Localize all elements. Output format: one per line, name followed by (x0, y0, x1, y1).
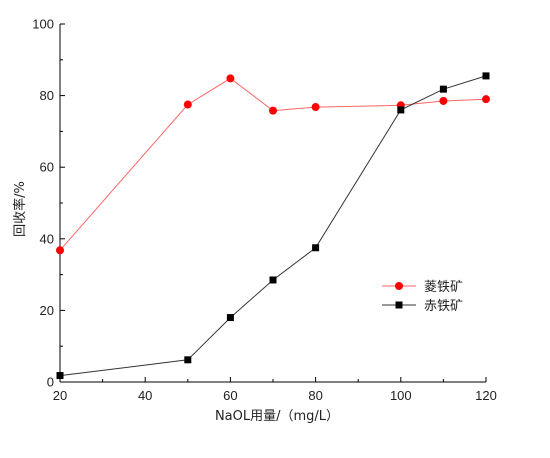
x-tick-label: 100 (390, 388, 412, 403)
y-ticks: 0 20 40 60 80 100 (32, 17, 65, 390)
data-point-series-1 (269, 106, 277, 115)
series-layer (56, 72, 490, 380)
legend: 菱铁矿 赤铁矿 (382, 280, 463, 314)
x-tick-label: 40 (138, 388, 152, 403)
data-point-series-2 (312, 244, 320, 252)
y-tick-label: 20 (40, 303, 54, 318)
data-point-series-2 (397, 106, 405, 114)
y-tick-label: 40 (40, 231, 54, 246)
y-axis-title: 回收率/% (12, 181, 28, 237)
legend-marker-square (395, 301, 403, 309)
y-tick-label: 60 (40, 160, 54, 175)
data-point-series-1 (439, 96, 448, 105)
axes (59, 24, 486, 383)
data-point-series-1 (311, 103, 320, 112)
series-line-1 (59, 77, 487, 251)
legend-item-series-2: 赤铁矿 (382, 299, 463, 314)
x-ticks: 20 40 60 80 100 120 (53, 377, 497, 403)
data-point-series-1 (183, 100, 192, 109)
legend-label-series-2: 赤铁矿 (424, 299, 463, 314)
legend-marker-circle (395, 282, 403, 290)
data-point-series-1 (56, 246, 64, 255)
data-point-series-2 (226, 314, 234, 322)
x-tick-label: 60 (223, 388, 237, 403)
x-axis-title: NaOL用量/（mg/L） (215, 409, 339, 424)
y-tick-label: 80 (40, 88, 54, 103)
legend-label-series-1: 菱铁矿 (424, 280, 463, 295)
data-point-series-2 (56, 372, 64, 380)
data-point-series-2 (439, 85, 447, 93)
x-tick-label: 20 (53, 388, 67, 403)
legend-item-series-1: 菱铁矿 (382, 280, 463, 295)
data-point-series-1 (482, 95, 490, 104)
data-point-series-1 (226, 74, 235, 83)
y-tick-label: 100 (32, 17, 54, 32)
series-line-2 (59, 75, 487, 377)
data-point-series-2 (269, 276, 277, 284)
x-tick-label: 120 (475, 388, 497, 403)
y-tick-label: 0 (47, 375, 54, 390)
data-point-series-2 (184, 356, 192, 364)
data-point-series-2 (482, 72, 490, 80)
x-tick-label: 80 (308, 388, 322, 403)
